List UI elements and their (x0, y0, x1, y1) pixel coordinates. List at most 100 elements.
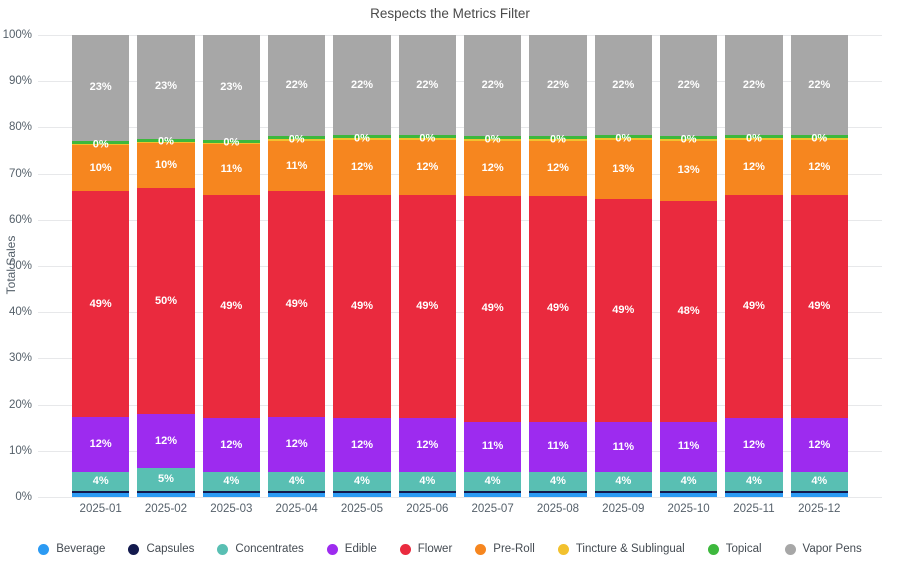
bar-segment[interactable]: 11% (529, 421, 587, 473)
bar-segment[interactable]: 12% (333, 417, 391, 473)
bar-segment[interactable]: 12% (398, 139, 456, 195)
bar-segment[interactable]: 4% (463, 472, 522, 491)
bar-segment[interactable]: 22% (529, 35, 587, 137)
bar-segment[interactable]: 49% (202, 194, 260, 418)
bar-segment[interactable] (463, 490, 522, 494)
bar-segment[interactable]: 11% (659, 421, 718, 473)
bar-segment[interactable] (137, 490, 195, 494)
bar-segment[interactable]: 0% (72, 139, 130, 150)
bar-segment[interactable] (790, 490, 848, 494)
bar-segment[interactable] (398, 135, 456, 139)
bar-segment[interactable]: 0% (594, 133, 652, 144)
bar-segment[interactable]: 12% (398, 417, 456, 473)
bar-segment[interactable]: 13% (594, 139, 652, 200)
bar-segment[interactable]: 49% (398, 194, 456, 418)
bar-segment[interactable]: 0% (790, 133, 848, 144)
bar-segment[interactable] (202, 139, 260, 143)
bar-segment[interactable]: 49% (333, 194, 391, 418)
bar-segment[interactable]: 0% (398, 133, 456, 144)
bar-segment[interactable]: 4% (659, 472, 718, 491)
bar-segment[interactable] (594, 493, 652, 497)
bar-segment[interactable]: 0% (202, 137, 260, 148)
bar-segment[interactable] (725, 135, 783, 139)
bar-segment[interactable] (202, 493, 260, 497)
legend-item[interactable]: Tincture & Sublingual (551, 541, 692, 557)
bar-segment[interactable]: 0% (659, 134, 718, 145)
bar-segment[interactable]: 22% (790, 35, 848, 136)
bar-segment[interactable]: 4% (267, 472, 326, 491)
bar-segment[interactable]: 11% (267, 140, 326, 192)
legend-item[interactable]: Vapor Pens (778, 541, 869, 557)
legend-item[interactable]: Pre-Roll (468, 541, 542, 557)
bar-segment[interactable]: 50% (137, 188, 195, 414)
bar-segment[interactable]: 22% (398, 35, 456, 136)
bar-segment[interactable]: 49% (594, 199, 652, 423)
bar-segment[interactable]: 22% (463, 35, 522, 137)
bar-segment[interactable] (72, 490, 130, 494)
bar-segment[interactable]: 22% (594, 35, 652, 136)
bar-segment[interactable]: 0% (725, 133, 783, 144)
bar-segment[interactable] (790, 493, 848, 497)
bar-segment[interactable]: 49% (529, 196, 587, 422)
bar-segment[interactable]: 12% (267, 416, 326, 473)
bar-segment[interactable] (333, 135, 391, 139)
bar-segment[interactable]: 12% (137, 414, 195, 469)
bar-segment[interactable]: 22% (725, 35, 783, 136)
bar-segment[interactable]: 0% (529, 134, 587, 145)
bar-segment[interactable]: 12% (725, 417, 783, 473)
bar-segment[interactable]: 0% (333, 133, 391, 144)
bar-segment[interactable]: 49% (72, 191, 130, 417)
bar-segment[interactable]: 48% (659, 200, 718, 422)
bar-segment[interactable] (529, 490, 587, 494)
bar-segment[interactable]: 22% (267, 35, 326, 137)
bar-segment[interactable] (463, 493, 522, 497)
bar-segment[interactable] (267, 136, 326, 140)
bar-segment[interactable] (790, 135, 848, 139)
bar-segment[interactable]: 11% (594, 422, 652, 473)
bar-segment[interactable]: 22% (659, 35, 718, 137)
bar-segment[interactable]: 23% (72, 35, 130, 141)
bar-segment[interactable]: 0% (463, 134, 522, 145)
bar-segment[interactable] (267, 493, 326, 497)
bar-segment[interactable]: 4% (790, 472, 848, 491)
bar-segment[interactable]: 10% (137, 143, 195, 189)
bar-segment[interactable]: 5% (137, 468, 195, 491)
bar-segment[interactable]: 49% (267, 191, 326, 417)
bar-segment[interactable]: 23% (137, 35, 195, 139)
legend-item[interactable]: Concentrates (210, 541, 310, 557)
bar-segment[interactable]: 12% (790, 417, 848, 473)
bar-segment[interactable]: 0% (267, 134, 326, 145)
legend-item[interactable]: Topical (701, 541, 769, 557)
bar-segment[interactable]: 0% (137, 136, 195, 147)
legend-item[interactable]: Beverage (31, 541, 112, 557)
bar-segment[interactable] (333, 493, 391, 497)
bar-segment[interactable] (594, 135, 652, 139)
bar-segment[interactable] (725, 493, 783, 497)
bar-segment[interactable]: 4% (725, 472, 783, 491)
bar-segment[interactable] (659, 490, 718, 494)
bar-segment[interactable]: 12% (725, 139, 783, 195)
bar-segment[interactable]: 12% (202, 417, 260, 473)
bar-segment[interactable] (594, 490, 652, 494)
bar-segment[interactable] (72, 493, 130, 497)
bar-segment[interactable] (398, 493, 456, 497)
bar-segment[interactable]: 11% (202, 144, 260, 195)
bar-segment[interactable]: 49% (463, 196, 522, 422)
bar-segment[interactable] (463, 136, 522, 140)
bar-segment[interactable]: 22% (333, 35, 391, 136)
bar-segment[interactable] (529, 493, 587, 497)
bar-segment[interactable] (137, 493, 195, 497)
bar-segment[interactable]: 4% (72, 472, 130, 491)
bar-segment[interactable] (659, 493, 718, 497)
bar-segment[interactable]: 12% (463, 140, 522, 197)
bar-segment[interactable]: 12% (72, 416, 130, 473)
bar-segment[interactable] (398, 490, 456, 494)
bar-segment[interactable]: 13% (659, 140, 718, 201)
bar-segment[interactable]: 49% (725, 194, 783, 418)
bar-segment[interactable]: 11% (463, 421, 522, 473)
bar-segment[interactable]: 49% (790, 194, 848, 418)
bar-segment[interactable] (267, 490, 326, 494)
bar-segment[interactable] (529, 136, 587, 140)
legend-item[interactable]: Capsules (121, 541, 201, 557)
bar-segment[interactable]: 4% (594, 472, 652, 491)
